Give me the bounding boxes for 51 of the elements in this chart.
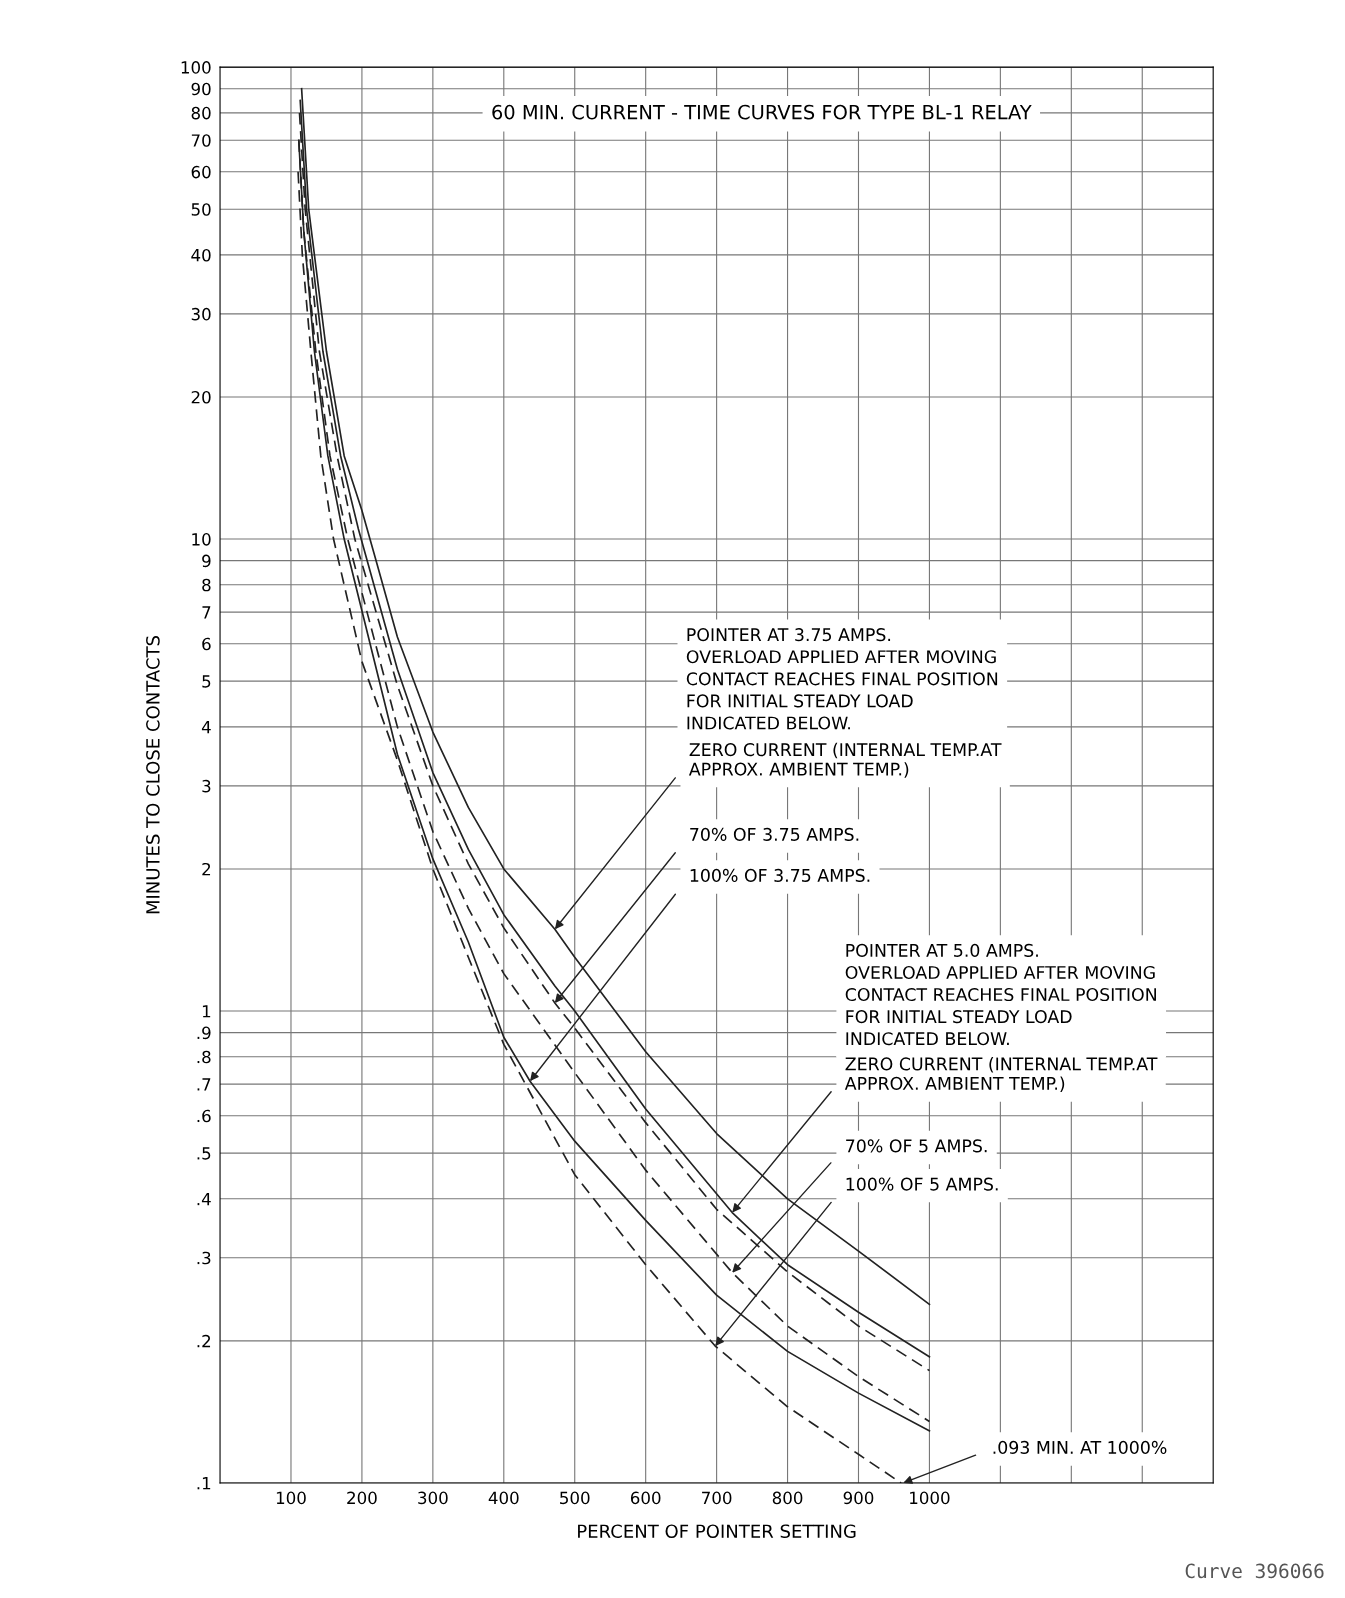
y-tick-label: .6 <box>197 1109 211 1123</box>
y-tick-label: 20 <box>191 390 211 404</box>
x-tick-label: 700 <box>702 1491 732 1505</box>
y-tick-label: 90 <box>191 82 211 96</box>
annotation: 70% OF 3.75 AMPS. <box>690 827 859 841</box>
y-tick-label: 9 <box>202 554 211 568</box>
annotation: ZERO CURRENT (INTERNAL TEMP.AT APPROX. AMBIENT TEMP.) <box>688 742 1002 778</box>
y-tick-label: 5 <box>202 675 211 688</box>
annotation: POINTER AT 3.75 AMPS. OVERLOAD APPLIED AFTER MOVING CONTACT REACHES FINAL POSITION FOR INITIAL STEADY LOAD INDICATED BELOW. <box>686 628 998 730</box>
annotation: 70% OF 5 AMPS. <box>846 1139 987 1153</box>
y-tick-label: .7 <box>197 1078 211 1091</box>
annotation: .093 MIN. AT 1000% <box>993 1440 1167 1454</box>
y-tick-label: 10 <box>192 533 211 546</box>
y-tick-label: .3 <box>197 1251 211 1265</box>
y-tick-label: .1 <box>197 1477 211 1490</box>
x-tick-label: 400 <box>488 1491 519 1505</box>
x-tick-label: 900 <box>843 1491 874 1505</box>
y-tick-label: .9 <box>197 1026 211 1040</box>
y-tick-label: 6 <box>202 637 211 651</box>
y-tick-label: 50 <box>191 203 211 216</box>
y-tick-label: 8 <box>202 578 211 592</box>
y-tick-label: .2 <box>197 1334 211 1348</box>
y-tick-label: 70 <box>191 134 211 147</box>
x-tick-label: 1000 <box>910 1491 950 1505</box>
y-tick-label: 30 <box>191 307 211 321</box>
y-tick-label: 40 <box>191 248 211 262</box>
x-tick-label: 600 <box>630 1491 661 1505</box>
y-tick-label: 60 <box>191 165 211 179</box>
x-tick-label: 500 <box>560 1491 590 1505</box>
annotation: 100% OF 5 AMPS. <box>846 1177 998 1191</box>
y-tick-label: 2 <box>202 862 211 876</box>
y-tick-label: 4 <box>201 721 211 734</box>
y-tick-label: 80 <box>191 106 211 120</box>
y-tick-label: .5 <box>197 1147 211 1160</box>
y-tick-label: .8 <box>197 1050 211 1064</box>
x-tick-label: 200 <box>347 1491 377 1505</box>
y-tick-label: .4 <box>197 1192 211 1206</box>
annotation: POINTER AT 5.0 AMPS. OVERLOAD APPLIED AFTER MOVING CONTACT REACHES FINAL POSITION FOR INITIAL STEADY LOAD INDICATED BELOW. <box>845 943 1156 1046</box>
y-axis-title: MINUTES TO CLOSE CONTACTS <box>146 635 160 914</box>
x-axis-title: PERCENT OF POINTER SETTING <box>578 1524 856 1539</box>
y-tick-label: 3 <box>202 779 211 793</box>
annotation: ZERO CURRENT (INTERNAL TEMP.AT APPROX. AMBIENT TEMP.) <box>844 1057 1158 1092</box>
y-tick-label: 1 <box>202 1005 211 1018</box>
x-tick-label: 800 <box>772 1491 803 1505</box>
x-tick-label: 300 <box>418 1491 448 1505</box>
y-tick-label: 7 <box>202 606 211 619</box>
annotation: 100% OF 3.75 AMPS. <box>690 868 870 883</box>
text: 60 MIN. CURRENT - TIME CURVES FOR TYPE BL-1 RELAY <box>492 104 1032 120</box>
text: Curve 396066 <box>1185 1563 1324 1579</box>
x-tick-label: 100 <box>276 1491 306 1505</box>
y-tick-label: 100 <box>181 61 211 74</box>
